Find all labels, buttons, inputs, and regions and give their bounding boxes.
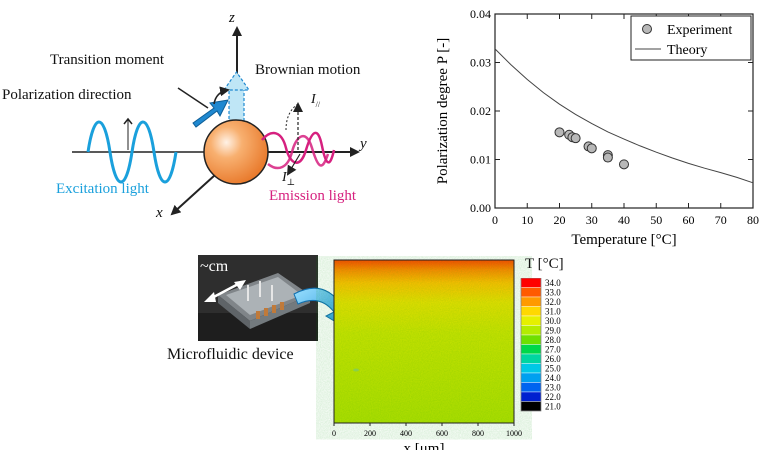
legend-theory-label: Theory xyxy=(667,43,707,58)
brownian-motion-label: Brownian motion xyxy=(255,62,361,78)
colorbar-label: 28.0 xyxy=(545,335,561,345)
y-axis-title: Polarization degree P [-] xyxy=(435,38,451,184)
excitation-wave xyxy=(86,120,178,184)
colorbar-label: 33.0 xyxy=(545,288,561,298)
colorbar-swatch xyxy=(520,353,542,364)
colorbar-label: 34.0 xyxy=(545,278,561,288)
x-axis-title: Temperature [°C] xyxy=(571,232,676,248)
y-tick-label: 0.00 xyxy=(470,201,491,215)
heatmap-x-tick-label: 1000 xyxy=(506,429,522,438)
excitation-light-label: Excitation light xyxy=(56,181,149,197)
colorbar-swatch xyxy=(520,334,542,345)
microfluidic-device-photo xyxy=(198,255,318,341)
colorbar-title: T [°C] xyxy=(525,256,564,272)
y-axis-label: y xyxy=(360,136,367,152)
i-perp-arrow xyxy=(286,153,301,176)
heatmap-x-tick-label: 800 xyxy=(472,429,484,438)
colorbar-swatch xyxy=(520,344,542,355)
colorbar-swatch xyxy=(520,296,542,307)
legend-box xyxy=(630,15,752,61)
experiment-point xyxy=(602,152,613,163)
colorbar-swatch xyxy=(520,306,542,317)
colorbar-label: 24.0 xyxy=(545,373,561,383)
colorbar-frame xyxy=(520,278,542,412)
x-tick-label: 80 xyxy=(747,213,759,227)
experiment-point xyxy=(619,159,629,170)
colorbar-swatch xyxy=(520,315,542,326)
i-perp-label: I⊥ xyxy=(282,170,296,187)
emission-light-label: Emission light xyxy=(269,188,357,204)
heatmap-x-axis-title: x [μm] xyxy=(404,441,445,450)
y-tick-label: 0.01 xyxy=(470,153,491,167)
device-image xyxy=(198,255,318,341)
rotation-arrow xyxy=(213,86,230,105)
x-axis-label: x xyxy=(156,205,163,221)
colorbar-swatch xyxy=(520,278,542,288)
x-tick-label: 0 xyxy=(492,213,498,227)
experiment-point xyxy=(586,143,597,154)
x-tick-label: 20 xyxy=(554,213,566,227)
colorbar-label: 22.0 xyxy=(545,392,561,402)
colorbar-label: 23.0 xyxy=(545,383,561,393)
colorbar-swatch xyxy=(520,391,542,402)
polarization-direction-arrow xyxy=(123,117,133,125)
x-tick-label: 40 xyxy=(618,213,630,227)
heatmap-x-tick-label: 600 xyxy=(436,429,448,438)
transition-moment-label: Transition moment xyxy=(50,52,165,68)
colorbar-label: 30.0 xyxy=(545,316,561,326)
x-tick-label: 30 xyxy=(586,213,598,227)
colorbar-label: 32.0 xyxy=(545,297,561,307)
polarization-direction-label: Polarization direction xyxy=(2,87,132,103)
legend-experiment-marker xyxy=(642,24,652,34)
experiment-point xyxy=(570,133,581,144)
z-axis-label: z xyxy=(229,10,235,26)
fluorescence-polarization-diagram xyxy=(72,26,360,216)
heatmap-x-tick-label: 200 xyxy=(364,429,376,438)
colorbar-label: 25.0 xyxy=(545,364,561,374)
colorbar-swatch xyxy=(520,382,542,393)
colorbar-label: 29.0 xyxy=(545,326,561,336)
i-parallel-label: I// xyxy=(311,92,321,109)
transition-moment-arrow xyxy=(192,99,229,128)
y-tick-label: 0.02 xyxy=(470,104,491,118)
brownian-motion-arrow xyxy=(222,70,251,127)
heatmap-x-tick-label: 0 xyxy=(332,429,336,438)
colorbar-label: 31.0 xyxy=(545,307,561,317)
x-tick-label: 10 xyxy=(521,213,533,227)
x-tick-label: 70 xyxy=(715,213,727,227)
theory-line xyxy=(494,48,754,184)
colorbar-label: 26.0 xyxy=(545,354,561,364)
colorbar-swatch xyxy=(520,372,542,383)
y-tick-label: 0.03 xyxy=(470,56,491,70)
heatmap-noise xyxy=(334,260,514,423)
x-tick-label: 60 xyxy=(683,213,695,227)
heatmap-spot xyxy=(353,368,359,372)
y-tick-label: 0.04 xyxy=(470,7,491,21)
legend-experiment-label: Experiment xyxy=(667,23,732,38)
molecule-sphere xyxy=(203,119,269,185)
temperature-colorbar: 34.033.032.031.030.029.028.027.026.025.0… xyxy=(520,278,561,412)
x-tick-label: 50 xyxy=(650,213,662,227)
temperature-map: 0 200 400 600 800 1000 x [μm] xyxy=(332,259,522,450)
colorbar-swatch xyxy=(520,363,542,374)
transition-moment-pointer xyxy=(177,87,209,109)
size-label: ~cm xyxy=(200,258,229,275)
colorbar-label: 27.0 xyxy=(545,345,561,355)
experiment-point xyxy=(554,127,565,138)
device-caption: Microfluidic device xyxy=(167,346,294,363)
heatmap-x-tick-label: 400 xyxy=(400,429,412,438)
colorbar-swatch xyxy=(520,287,542,298)
x-axis xyxy=(170,174,216,216)
colorbar-swatch xyxy=(520,325,542,336)
polarization-temperature-chart: 0 10 20 30 40 50 60 70 80 0.00 0.01 0.02 0.03 0.04 Tem… xyxy=(435,7,759,248)
heatmap-frame xyxy=(333,259,515,424)
size-indicator-arrow xyxy=(204,280,246,302)
colorbar-swatch xyxy=(520,401,542,412)
colorbar-label: 21.0 xyxy=(545,402,561,412)
